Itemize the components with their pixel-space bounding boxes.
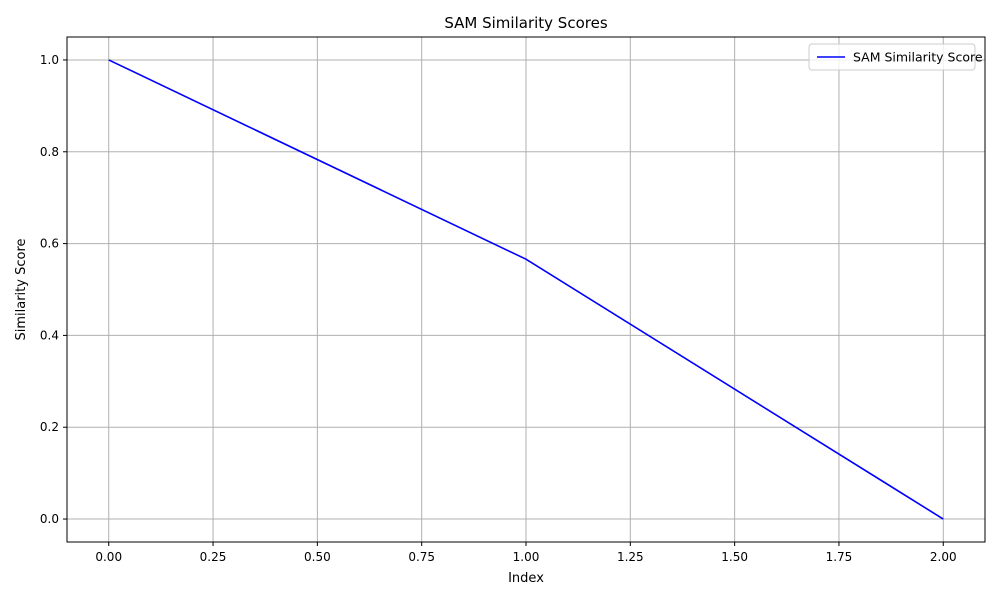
grid xyxy=(67,37,985,542)
x-tick-label: 0.50 xyxy=(304,550,331,564)
x-tick-label: 1.25 xyxy=(617,550,644,564)
series-layer xyxy=(108,59,944,520)
x-tick-label: 1.00 xyxy=(513,550,540,564)
x-tick-label: 1.50 xyxy=(721,550,748,564)
y-axis-label: Similarity Score xyxy=(14,238,29,340)
y-axis-ticks: 0.0 0.2 0.4 0.6 0.8 1.0 xyxy=(40,53,67,526)
x-axis-ticks: 0.00 0.25 0.50 0.75 1.00 1.25 1.50 1.75 2.00 xyxy=(95,542,957,564)
legend: SAM Similarity Score xyxy=(808,43,983,71)
y-tick-label: 0.8 xyxy=(40,145,59,159)
series-line xyxy=(108,59,944,520)
x-tick-label: 2.00 xyxy=(930,550,957,564)
legend-label: SAM Similarity Score xyxy=(853,50,983,65)
x-tick-label: 0.25 xyxy=(200,550,227,564)
y-tick-label: 1.0 xyxy=(40,53,59,67)
y-tick-label: 0.4 xyxy=(40,328,59,342)
chart-title: SAM Similarity Scores xyxy=(444,14,607,32)
x-tick-label: 0.75 xyxy=(408,550,435,564)
x-tick-label: 1.75 xyxy=(826,550,853,564)
x-tick-label: 0.00 xyxy=(95,550,122,564)
y-tick-label: 0.6 xyxy=(40,237,59,251)
legend-box xyxy=(808,43,976,71)
x-axis-label: Index xyxy=(508,571,544,586)
y-tick-label: 0.2 xyxy=(40,420,59,434)
y-tick-label: 0.0 xyxy=(40,512,59,526)
